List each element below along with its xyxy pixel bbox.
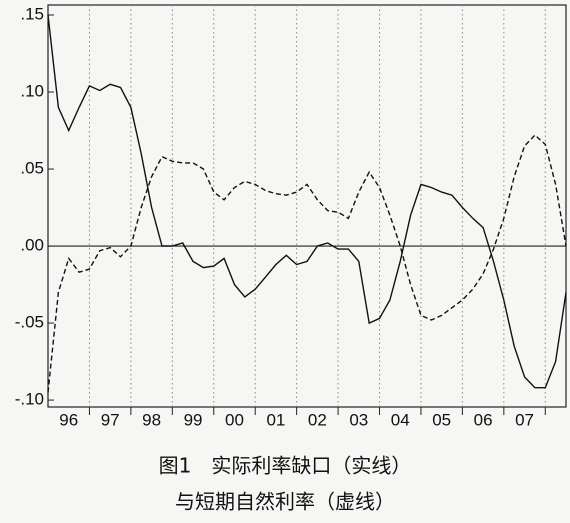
x-tick-label: 05 [432,410,451,429]
y-tick-label: .05 [20,159,44,178]
y-tick-label: -.05 [15,313,44,332]
caption-line: 图1 实际利率缺口（实线） [159,454,412,478]
series-line [47,134,567,393]
x-tick-label: 04 [391,410,410,429]
plot-frame [47,4,567,408]
y-tick-label: .10 [20,82,44,101]
y-tick-label: -.10 [15,390,44,409]
x-tick-label: 99 [184,410,203,429]
y-tick-label: .15 [20,4,44,23]
y-tick-label: .00 [20,236,44,255]
x-tick-label: 03 [349,410,368,429]
x-tick-label: 07 [515,410,534,429]
x-tick-label: 00 [225,410,244,429]
x-tick-label: 06 [474,410,493,429]
x-tick-label: 98 [142,410,161,429]
x-tick-label: 97 [101,410,120,429]
series-line [47,14,567,389]
x-tick-label: 01 [266,410,285,429]
caption-line: 与短期自然利率（虚线） [175,490,395,514]
x-tick-label: 96 [59,410,78,429]
x-tick-label: 02 [308,410,327,429]
